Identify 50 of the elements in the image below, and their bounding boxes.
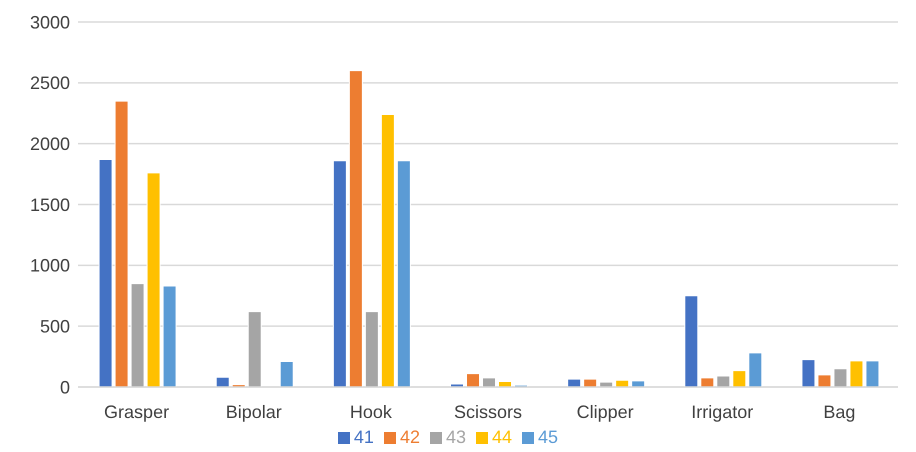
- legend-label: 41: [354, 427, 374, 447]
- bar: [114, 100, 129, 387]
- bar: [130, 283, 145, 387]
- bar: [98, 158, 113, 387]
- legend-label: 45: [538, 427, 558, 447]
- bar: [466, 373, 480, 387]
- y-tick-label: 2500: [30, 73, 70, 94]
- bar: [631, 380, 646, 387]
- bar: [833, 368, 848, 387]
- bar: [748, 352, 762, 387]
- bar: [700, 377, 714, 387]
- legend-label: 44: [492, 427, 512, 447]
- bar: [364, 311, 379, 387]
- bar: [162, 286, 177, 387]
- bar: [216, 376, 230, 387]
- bar: [849, 360, 864, 387]
- y-tick-label: 500: [40, 316, 70, 337]
- bar: [280, 360, 294, 387]
- bar: [599, 382, 614, 387]
- y-tick-label: 2000: [30, 134, 70, 154]
- bar: [248, 311, 262, 387]
- y-tick-label: 0: [60, 377, 70, 398]
- x-tick-label: Grasper: [104, 402, 170, 422]
- x-tick-label: Scissors: [454, 402, 522, 422]
- x-tick-label: Hook: [350, 402, 393, 422]
- x-tick-label: Clipper: [576, 402, 634, 422]
- bar: [615, 380, 630, 387]
- bar: [865, 360, 880, 387]
- bar: [482, 377, 496, 387]
- legend-label: 43: [446, 427, 466, 447]
- bar: [498, 381, 512, 387]
- bar: [801, 359, 816, 387]
- bar: [567, 378, 582, 387]
- y-tick-label: 1500: [30, 194, 70, 215]
- x-tick-label: Bag: [823, 402, 856, 422]
- bar: [716, 376, 730, 387]
- bar: [348, 70, 363, 387]
- bar: [583, 378, 598, 387]
- y-tick-label: 3000: [30, 12, 70, 32]
- bar: [380, 114, 395, 387]
- legend-label: 42: [400, 427, 420, 447]
- bar: [146, 172, 161, 387]
- bar: [732, 370, 746, 387]
- bar: [817, 374, 832, 387]
- bar: [396, 160, 411, 387]
- bar: [332, 160, 347, 387]
- y-tick-label: 1000: [30, 256, 70, 276]
- x-tick-label: Bipolar: [226, 402, 282, 422]
- bar: [684, 295, 698, 387]
- x-tick-label: Irrigator: [691, 402, 754, 422]
